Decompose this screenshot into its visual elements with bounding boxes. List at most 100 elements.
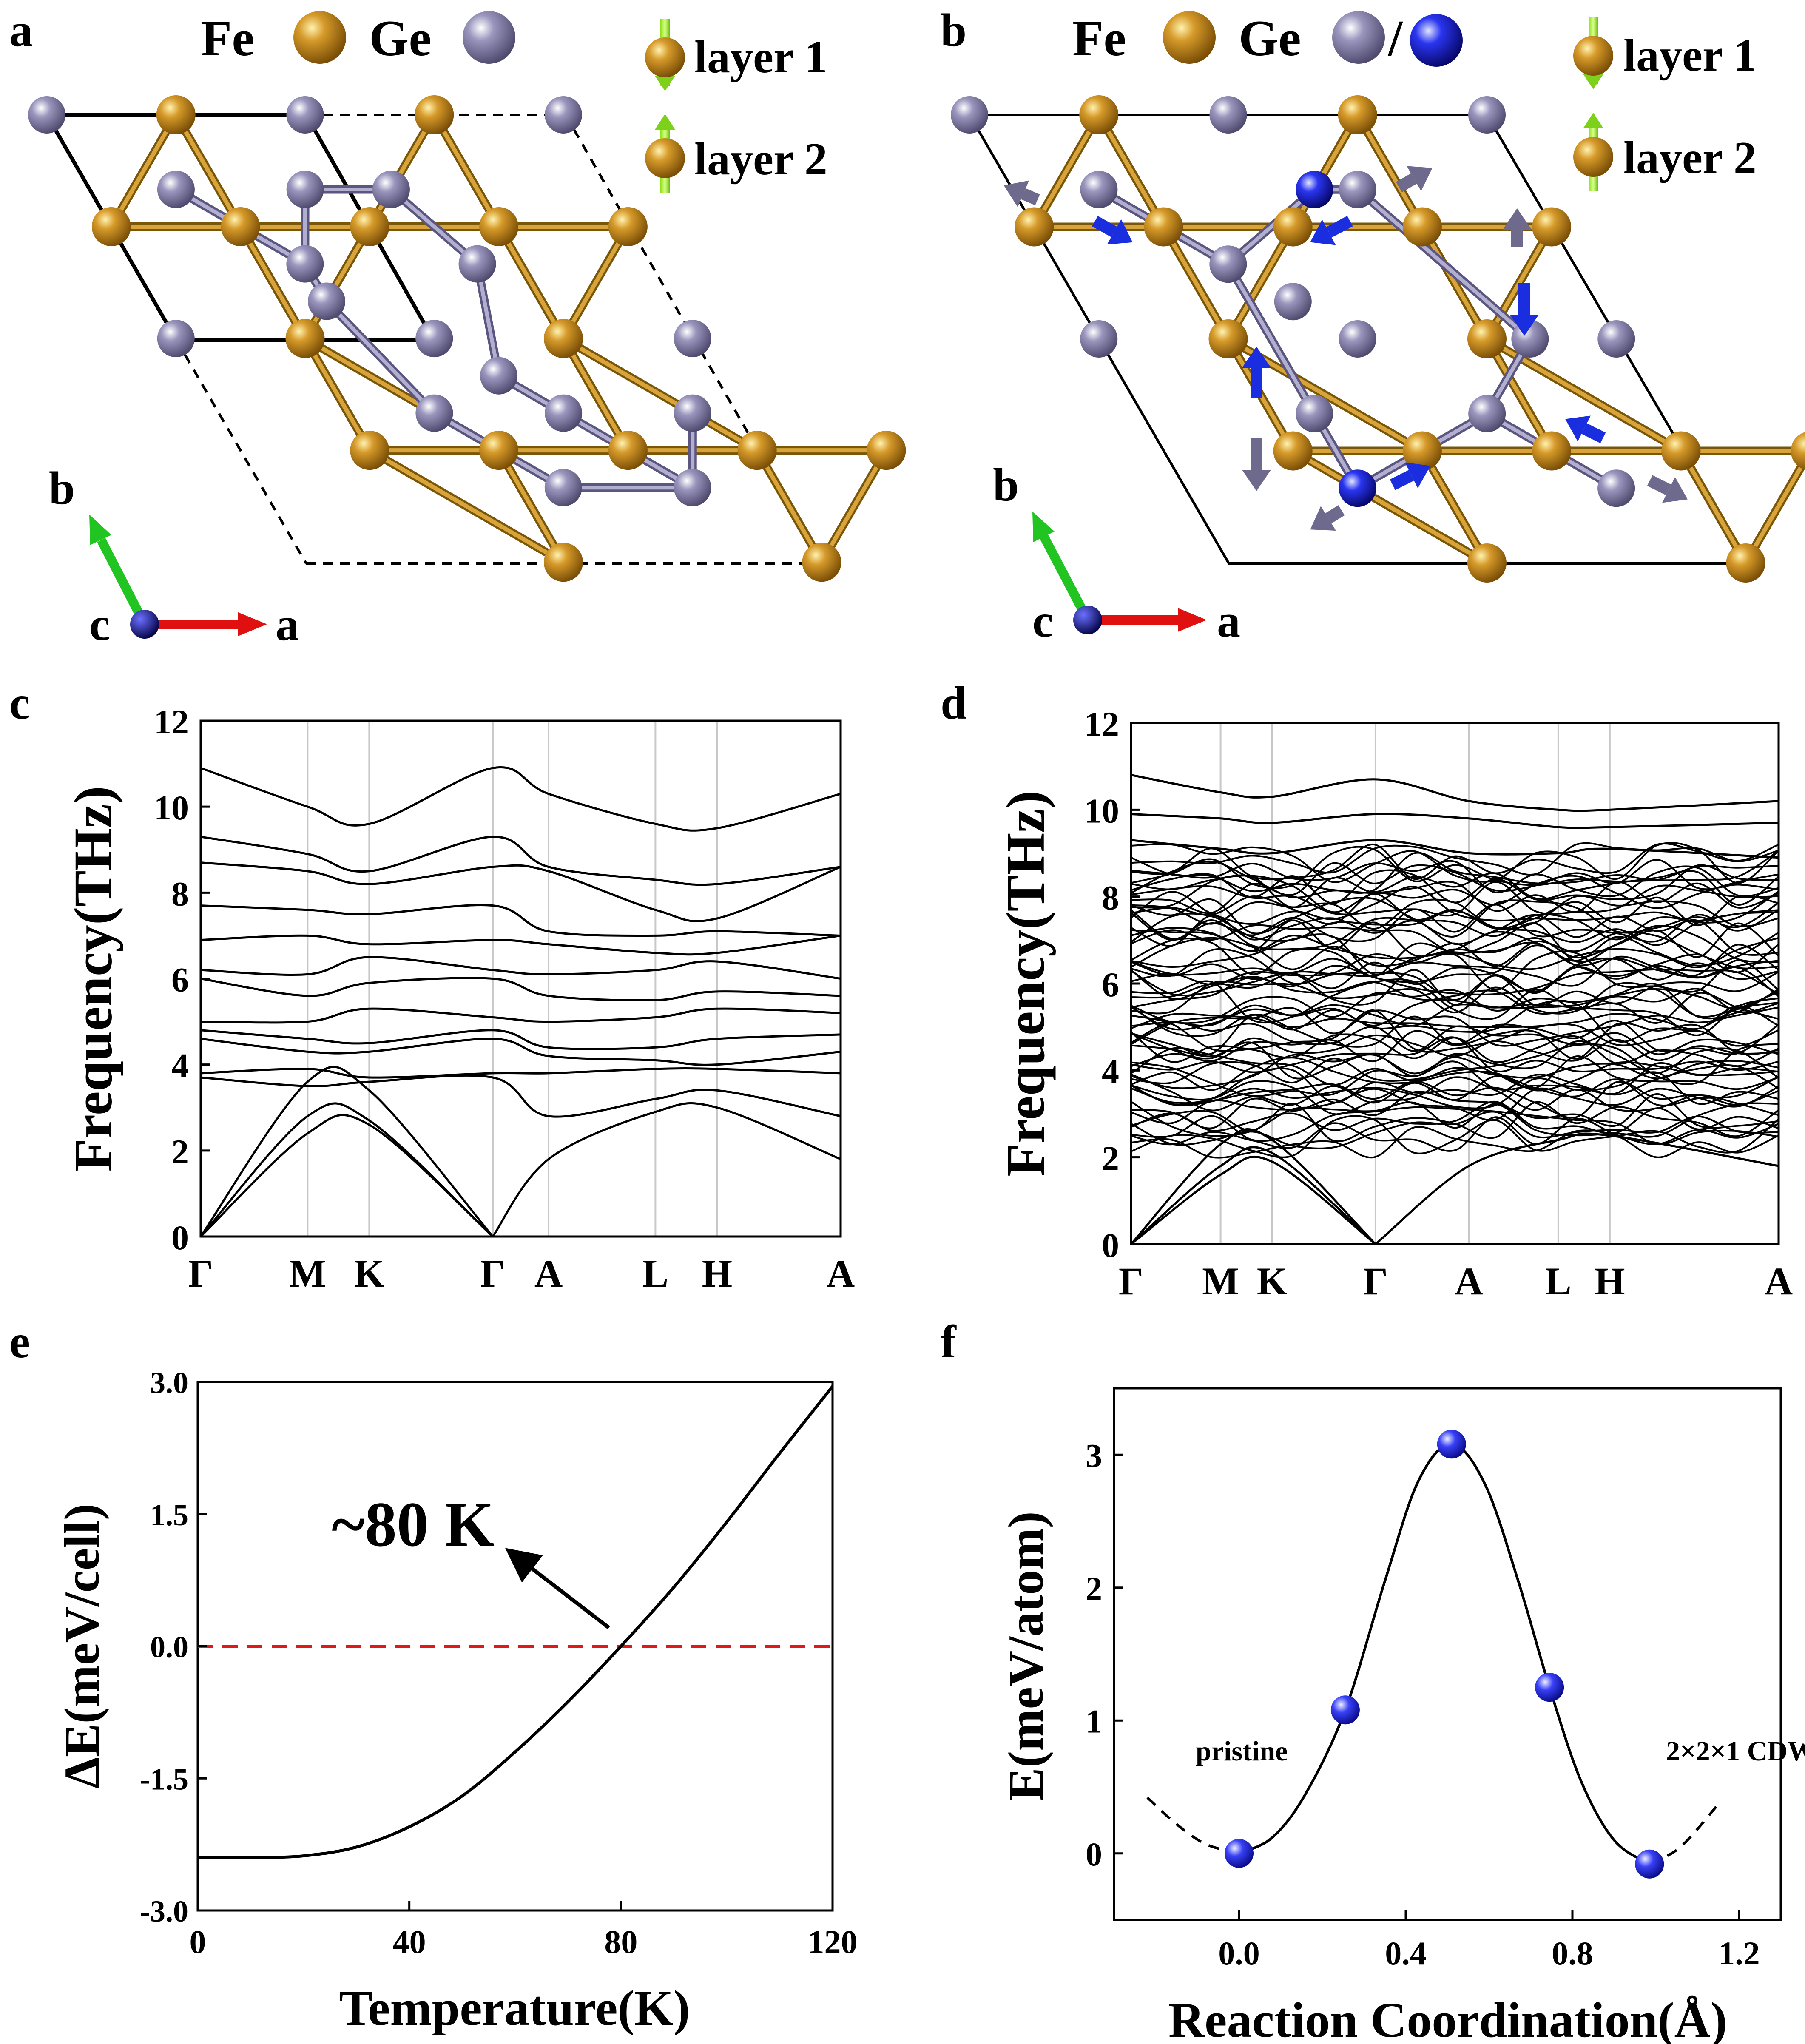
x-ticks: 0 40 80 120 (190, 1901, 858, 1960)
displacement-arrow (1092, 216, 1117, 237)
kpath-label: K (1257, 1259, 1288, 1303)
kpath-label: A (534, 1252, 563, 1295)
plot-frame (196, 1381, 834, 1912)
fe-atom (221, 207, 260, 247)
displacement-arrowhead (1405, 462, 1430, 489)
dense-phonon-band (1131, 1060, 1779, 1097)
fe-atom (350, 431, 389, 470)
ge-atom (951, 96, 988, 134)
fe-bond-highlight (1679, 449, 1748, 564)
phonon-bands (199, 766, 841, 1237)
spin-down-icon (1573, 17, 1613, 89)
dense-phonon-bands (1130, 842, 1779, 1159)
dense-phonon-band (1131, 1116, 1779, 1152)
fe-bond-highlight (1291, 114, 1360, 228)
y-axis-label: Frequency(THz) (995, 790, 1056, 1177)
fe-atom (1015, 207, 1054, 247)
fe-atom (608, 207, 648, 247)
fe-bond-highlight (562, 336, 759, 452)
dense-phonon-band (1131, 895, 1779, 930)
fe-bond-highlight (1420, 225, 1489, 340)
ge-atom (544, 469, 582, 506)
dense-phonon-band (1131, 1073, 1779, 1112)
fe-bond-highlight (497, 225, 566, 340)
y-tick-label: -3.0 (140, 1894, 188, 1928)
fe-bond-highlight (1485, 338, 1554, 452)
ge-atom (157, 171, 195, 208)
dense-phonon-band (1131, 893, 1779, 930)
ge-atom (1339, 171, 1376, 208)
dense-phonon-band (1131, 846, 1779, 889)
y-tick-label: -1.5 (140, 1762, 188, 1796)
y-tick-label: 0 (1086, 1836, 1102, 1873)
ge-atom (286, 245, 324, 283)
displacement-arrowhead (1242, 347, 1271, 368)
panel-a-structure: Fe Ge layer 1 layer 2 a b c (28, 10, 906, 650)
fe-bond-highlight (1032, 114, 1101, 228)
fe-atom (156, 95, 196, 134)
dense-phonon-band (1131, 1043, 1779, 1085)
spin-up-icon (1573, 113, 1613, 191)
fe-bond-highlight (239, 225, 307, 340)
phonon-band-optical-10 (200, 1038, 841, 1066)
kpath-label: Γ (188, 1252, 213, 1295)
phonon-band-acoustic-3 (1130, 1128, 1376, 1245)
displacement-arrow (1390, 470, 1414, 490)
ge-atom (286, 96, 324, 134)
ge-bond-highlight (390, 188, 479, 266)
legend-fe-label: Fe (1072, 10, 1126, 66)
kpath-label: M (1202, 1259, 1239, 1303)
ge-atom (286, 171, 324, 208)
atoms (951, 95, 1805, 583)
ge-atom (1209, 245, 1247, 283)
y-tick-label: 12 (1084, 705, 1119, 743)
axis-b-label: b (993, 459, 1019, 511)
kpath-label: Γ (480, 1252, 506, 1295)
phonon-band-optical-1 (200, 766, 841, 832)
dense-phonon-band (1130, 965, 1779, 1000)
dense-phonon-band (1130, 1101, 1779, 1138)
axis-b-label: b (49, 462, 75, 514)
displacement-arrow (1021, 188, 1040, 205)
panel-label-b: b (941, 4, 966, 56)
plot-frame (1113, 1387, 1782, 1921)
fe-atom (350, 207, 389, 247)
ge-atom-icon (1332, 11, 1385, 64)
phonon-band-optical-8 (200, 1007, 841, 1024)
fe-atom-icon (293, 11, 346, 64)
fe-atom (91, 207, 131, 247)
dense-phonon-band (1131, 989, 1779, 1027)
ge-atom (674, 469, 711, 506)
fe-atom (544, 543, 583, 582)
fe-atom (1402, 431, 1442, 471)
ge-atom (1468, 395, 1506, 432)
phonon-band-optical-4 (200, 904, 841, 937)
y-tick-label: 0 (1102, 1226, 1119, 1265)
ge-bond-highlight (325, 300, 436, 415)
fe-atom (544, 319, 583, 358)
fe-atom (1273, 431, 1313, 471)
y-axis-label: E(meV/atom) (998, 1511, 1054, 1801)
dense-phonon-band (1131, 969, 1779, 1006)
axis-c-label: c (89, 598, 110, 650)
x-tick-label: 0.4 (1385, 1935, 1427, 1972)
x-ticks: 0.0 0.4 0.8 1.2 (1218, 1910, 1760, 1972)
fe-bond-highlight (1744, 456, 1805, 564)
legend-layer2-label: layer 2 (1623, 133, 1757, 183)
phonon-bands (1130, 774, 1779, 1245)
displacement-arrowhead (1662, 477, 1688, 503)
panel-label-a: a (9, 4, 33, 56)
bonds (108, 113, 890, 566)
ge-atom (674, 320, 711, 358)
phonon-band-acoustic-1 (1130, 1155, 1376, 1245)
fe-bond-highlight (1420, 449, 1489, 564)
dense-phonon-band (1130, 1047, 1779, 1086)
data-point (1225, 1839, 1254, 1868)
ge-atom (674, 394, 711, 432)
ge-atom (1296, 395, 1333, 432)
kpath-label: Γ (1363, 1259, 1388, 1303)
phonon-band-optical-9 (200, 1029, 841, 1050)
phonon-band-top-2 (1131, 813, 1779, 829)
fe-atom (1791, 432, 1805, 470)
x-tick-label: 0.8 (1552, 1935, 1593, 1972)
